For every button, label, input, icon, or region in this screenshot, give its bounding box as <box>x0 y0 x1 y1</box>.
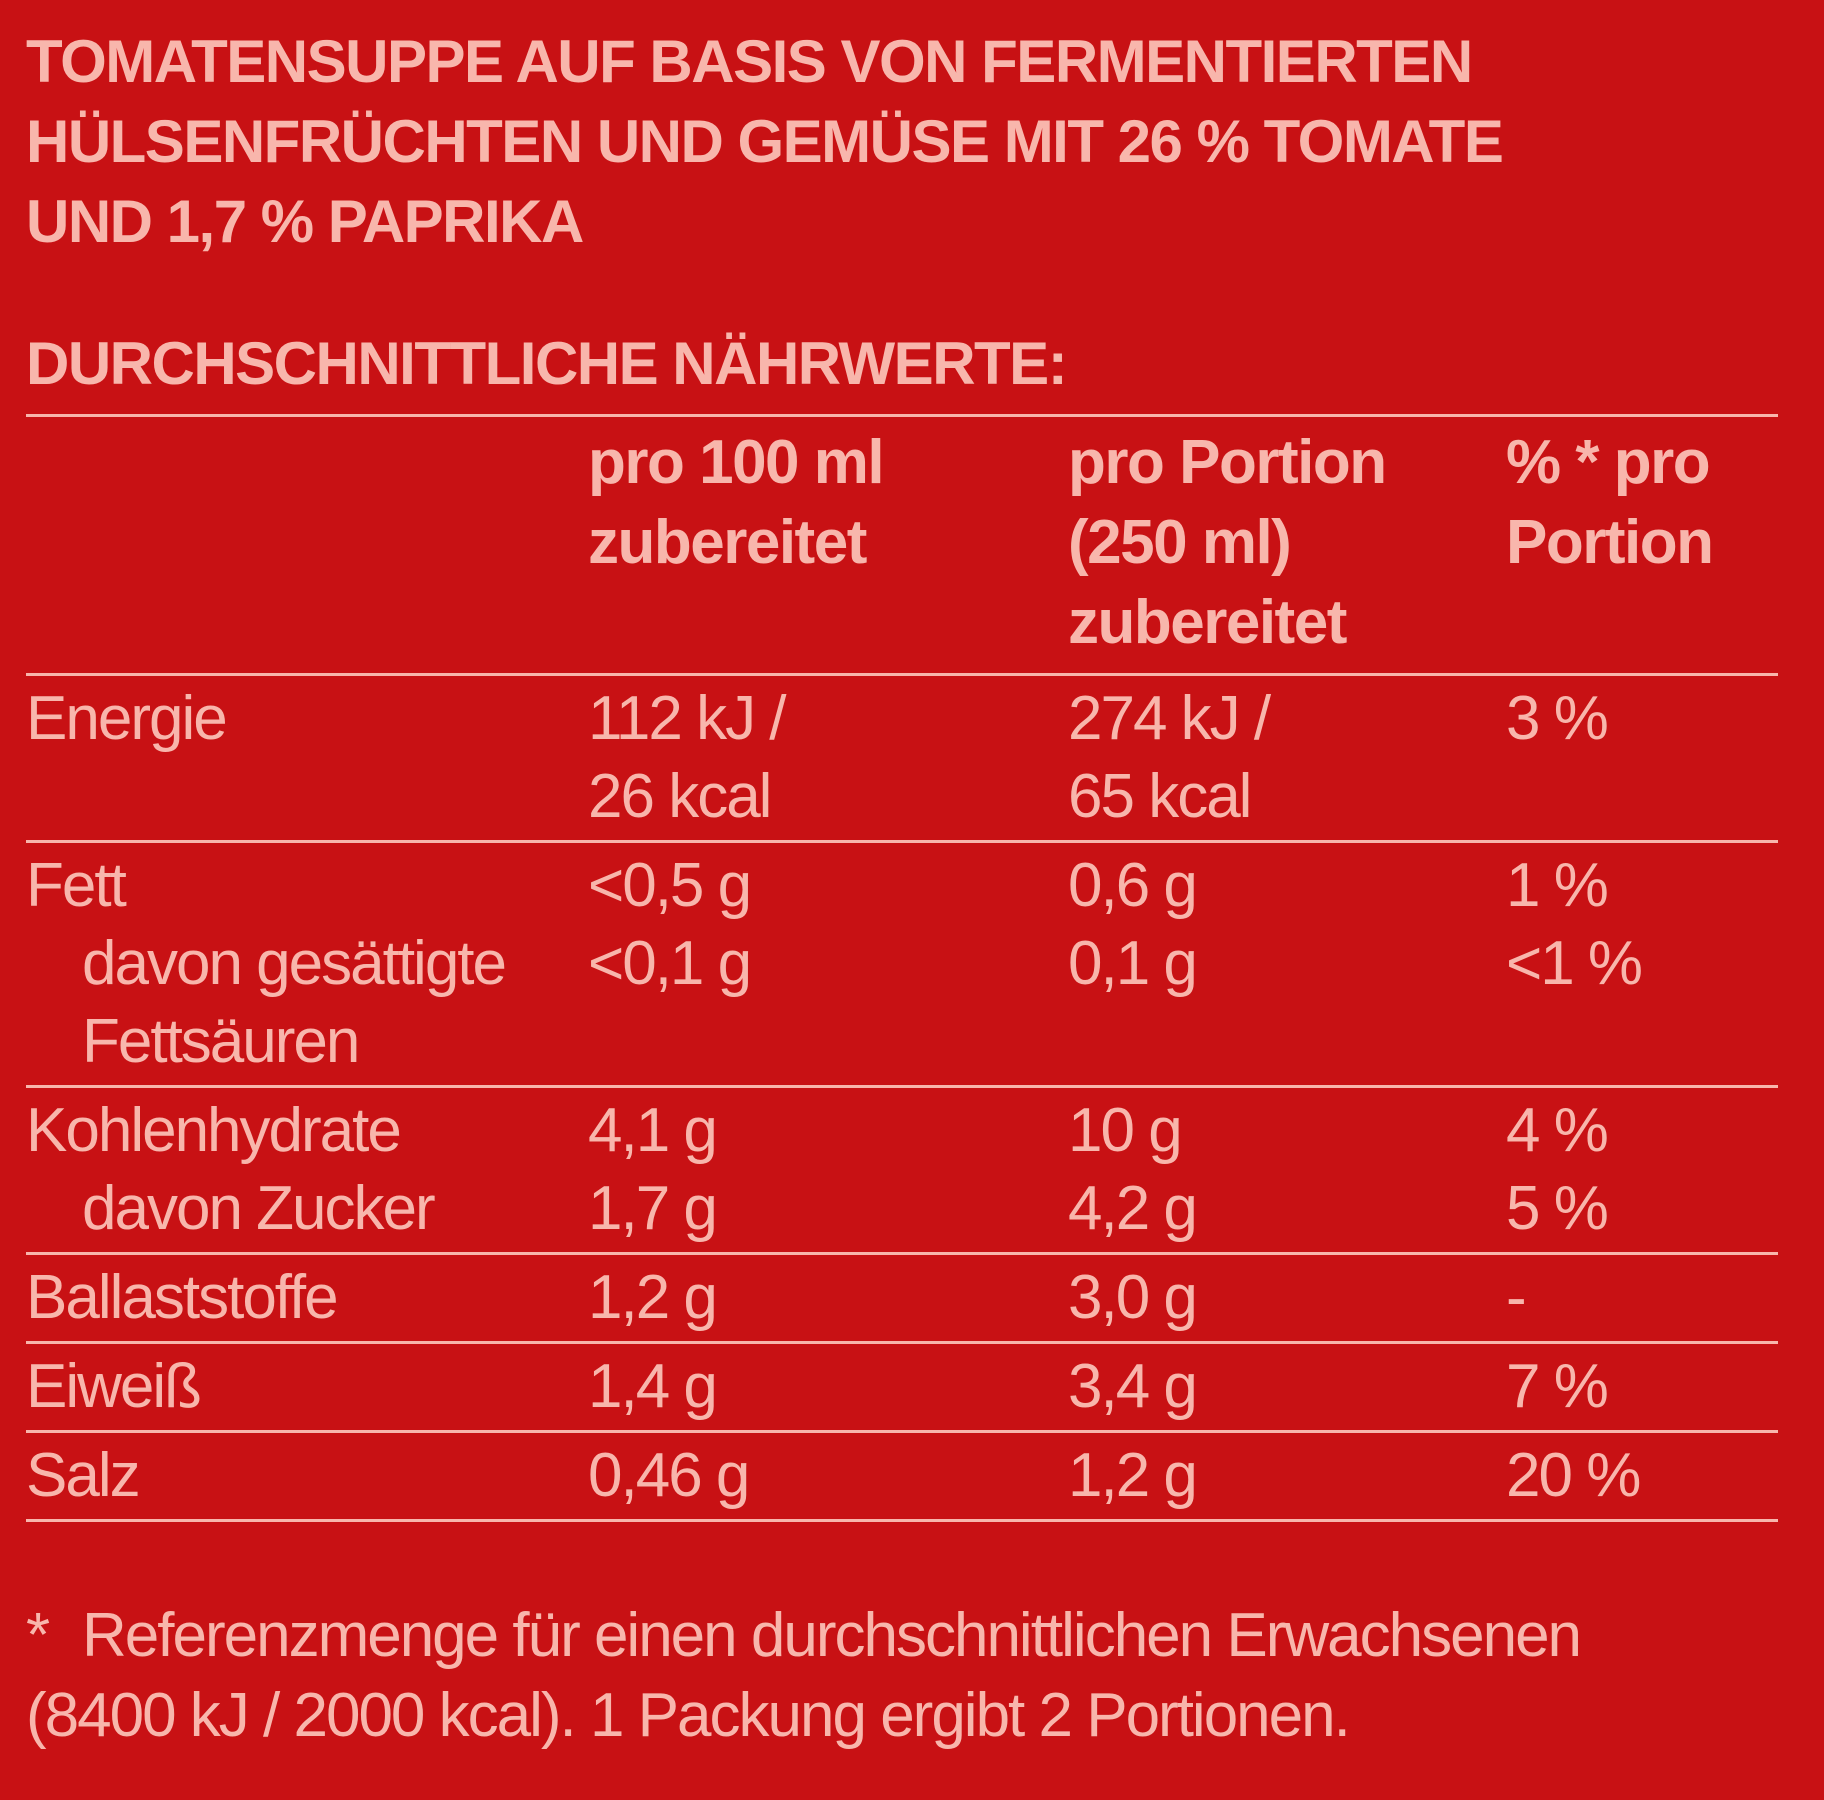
nutrition-table: pro 100 ml zubereitet pro Portion (250 m… <box>26 414 1778 1522</box>
footnote-line-1: Referenzmenge für einen durchschnittlich… <box>82 1601 1582 1670</box>
value-percent: 4 % 5 % <box>1506 1096 1609 1243</box>
table-header-row: pro 100 ml zubereitet pro Portion (250 m… <box>26 415 1778 675</box>
footnote-line-2: (8400 kJ / 2000 kcal). 1 Packung ergibt … <box>26 1681 1351 1750</box>
value-per-portion: 3,4 g <box>1068 1352 1198 1421</box>
table-row-ballaststoffe: Ballaststoffe 1,2 g 3,0 g - <box>26 1254 1778 1343</box>
table-row-kohlenhydrate: Kohlenhydrate davon Zucker 4,1 g 1,7 g 1… <box>26 1087 1778 1254</box>
row-label: Fett davon gesättigte Fettsäuren <box>26 851 507 1076</box>
row-label: Energie <box>26 684 228 753</box>
row-label: Eiweiß <box>26 1352 202 1421</box>
value-per-portion: 0,6 g 0,1 g <box>1068 851 1198 998</box>
table-row-eiweiss: Eiweiß 1,4 g 3,4 g 7 % <box>26 1343 1778 1432</box>
product-title: TOMATENSUPPE AUF BASIS VON FERMENTIERTEN… <box>26 28 1504 255</box>
table-row-energie: Energie 112 kJ / 26 kcal 274 kJ / 65 kca… <box>26 675 1778 842</box>
header-nutrient <box>26 416 588 675</box>
table-row-salz: Salz 0,46 g 1,2 g 20 % <box>26 1432 1778 1521</box>
value-per-portion: 1,2 g <box>1068 1441 1198 1510</box>
value-percent: - <box>1506 1263 1527 1332</box>
value-per-100ml: 1,4 g <box>588 1352 718 1421</box>
table-row-fett: Fett davon gesättigte Fettsäuren <0,5 g … <box>26 842 1778 1087</box>
value-per-portion: 10 g 4,2 g <box>1068 1096 1198 1243</box>
value-per-100ml: 112 kJ / 26 kcal <box>588 684 787 831</box>
value-per-100ml: 1,2 g <box>588 1263 718 1332</box>
header-percent-per-portion: % * pro Portion <box>1506 428 1714 577</box>
row-label: Kohlenhydrate davon Zucker <box>26 1096 436 1243</box>
footnote-asterisk: * <box>26 1601 50 1670</box>
value-per-100ml: 4,1 g 1,7 g <box>588 1096 718 1243</box>
value-per-portion: 3,0 g <box>1068 1263 1198 1332</box>
nutrition-heading: DURCHSCHNITTLICHE NÄHRWERTE: <box>26 330 1068 397</box>
footnote: * Referenzmenge für einen durchschnittlic… <box>26 1596 1786 1756</box>
value-per-100ml: <0,5 g <0,1 g <box>588 851 752 998</box>
value-per-100ml: 0,46 g <box>588 1441 750 1510</box>
header-per-100ml: pro 100 ml zubereitet <box>588 428 885 577</box>
value-percent: 20 % <box>1506 1441 1641 1510</box>
row-label: Salz <box>26 1441 141 1510</box>
value-percent: 7 % <box>1506 1352 1609 1421</box>
row-label: Ballaststoffe <box>26 1263 339 1332</box>
value-percent: 3 % <box>1506 684 1609 753</box>
value-percent: 1 % <1 % <box>1506 851 1643 998</box>
header-per-portion: pro Portion (250 ml) zubereitet <box>1068 428 1387 657</box>
value-per-portion: 274 kJ / 65 kcal <box>1068 684 1271 831</box>
